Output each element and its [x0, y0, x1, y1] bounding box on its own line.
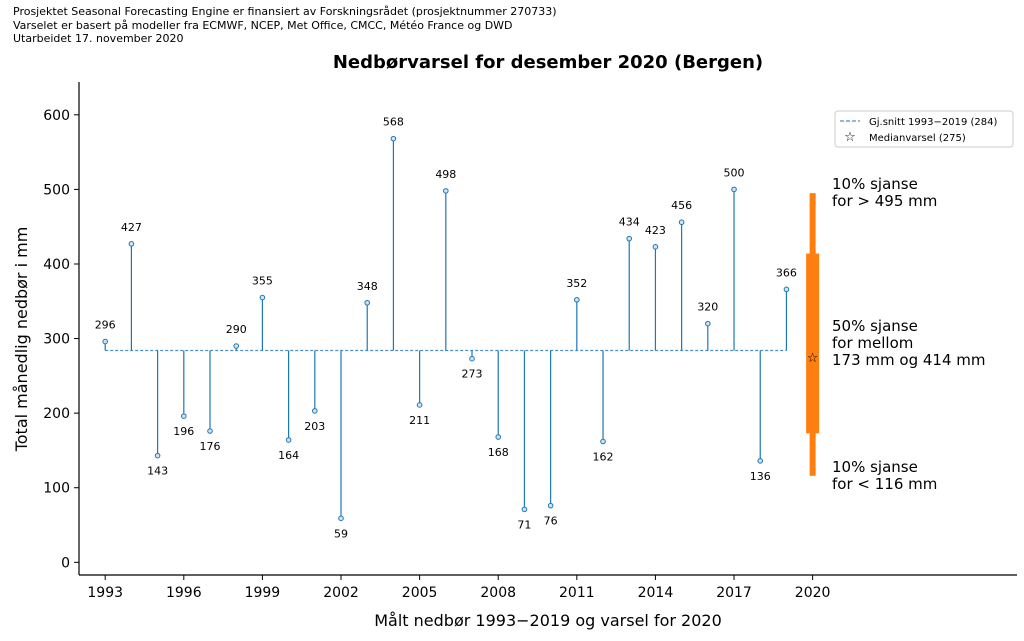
- forecast-annotations: 10% sjanse for > 495 mm 50% sjanse for m…: [832, 175, 985, 493]
- data-label: 296: [95, 319, 116, 332]
- annotation-lower-1: 10% sjanse: [832, 458, 918, 476]
- stem-marker: [338, 515, 344, 522]
- forecast-25-75-bar: [806, 253, 820, 434]
- data-label: 355: [252, 275, 273, 288]
- data-label: 71: [517, 518, 531, 531]
- stem-marker: [547, 502, 554, 509]
- y-axis-label: Total månedlig nedbør i mm: [12, 227, 31, 453]
- y-tick-label: 300: [43, 332, 70, 348]
- stem-marker: [233, 343, 240, 349]
- data-label: 176: [200, 440, 221, 453]
- stem-marker: [285, 437, 292, 443]
- stem-marker: [600, 438, 606, 445]
- annotation-lower-2: for < 116 mm: [832, 475, 937, 493]
- stem-marker: [207, 428, 213, 434]
- x-tick-label: 1996: [166, 585, 202, 601]
- data-label: 427: [121, 221, 142, 234]
- y-tick-label: 100: [43, 481, 70, 497]
- stem-marker: [312, 408, 318, 414]
- header-notes: Prosjektet Seasonal Forecasting Engine e…: [13, 5, 557, 46]
- stem-marker: [705, 320, 711, 327]
- y-tick-label: 500: [43, 182, 70, 198]
- stem-marker: [443, 188, 449, 194]
- legend: Gj.snitt 1993−2019 (284) ☆ Medianvarsel …: [834, 110, 1014, 148]
- median-star-icon: ☆: [807, 351, 819, 366]
- annotation-middle-1: 50% sjanse: [832, 317, 918, 335]
- data-label: 59: [334, 527, 348, 540]
- legend-median-label: Medianvarsel (275): [869, 133, 966, 144]
- data-label: 203: [304, 420, 325, 433]
- x-tick-label: 2002: [323, 585, 359, 601]
- data-label: 143: [147, 465, 168, 478]
- data-label: 434: [619, 216, 640, 229]
- stem-marker: [416, 402, 423, 408]
- x-tick-label: 2020: [795, 585, 831, 601]
- x-tick-label: 2008: [480, 585, 516, 601]
- x-tick-label: 1999: [245, 585, 281, 601]
- data-label: 162: [593, 450, 614, 463]
- stem-marker: [574, 296, 580, 303]
- y-tick-label: 400: [43, 257, 70, 273]
- data-label: 273: [462, 368, 483, 381]
- x-tick-label: 2005: [402, 585, 438, 601]
- legend-star-icon: ☆: [844, 130, 856, 145]
- stem-marker: [731, 186, 737, 193]
- data-label: 366: [776, 266, 797, 279]
- annotation-middle-3: 173 mm og 414 mm: [832, 351, 985, 369]
- stem-marker: [128, 241, 135, 247]
- x-axis-label: Målt nedbør 1993−2019 og varsel for 2020: [374, 611, 722, 630]
- legend-mean-label: Gj.snitt 1993−2019 (284): [869, 117, 997, 128]
- data-label: 500: [724, 166, 745, 179]
- header-line: Utarbeidet 17. november 2020: [13, 32, 184, 45]
- stem-marker: [652, 244, 659, 250]
- stem-marker: [495, 434, 502, 440]
- stem-marker: [783, 286, 790, 293]
- stem-marker: [678, 219, 685, 226]
- stem-marker: [521, 506, 528, 513]
- data-label: 76: [544, 515, 558, 528]
- data-label: 136: [750, 470, 771, 483]
- data-label: 168: [488, 446, 509, 459]
- header-line: Prosjektet Seasonal Forecasting Engine e…: [13, 5, 557, 18]
- x-tick-label: 2011: [559, 585, 595, 601]
- stem-marker: [259, 294, 266, 301]
- data-label: 164: [278, 449, 299, 462]
- stem-marker: [364, 299, 371, 306]
- data-label: 423: [645, 224, 666, 237]
- stem-marker: [154, 452, 161, 459]
- stem-marker: [102, 338, 109, 345]
- stem-marker: [390, 135, 397, 142]
- y-tick-label: 200: [43, 406, 70, 422]
- annotation-upper-1: 10% sjanse: [832, 175, 918, 193]
- header-line: Varselet er basert på modeller fra ECMWF…: [13, 18, 513, 32]
- data-label: 348: [357, 280, 378, 293]
- chart-title: Nedbørvarsel for desember 2020 (Bergen): [333, 52, 763, 73]
- data-label: 196: [173, 425, 194, 438]
- x-tick-label: 2017: [716, 585, 752, 601]
- data-label: 498: [435, 168, 456, 181]
- legend-box: [834, 110, 1014, 148]
- y-tick-label: 0: [61, 555, 70, 571]
- x-tick-label: 1993: [87, 585, 123, 601]
- data-label: 456: [671, 199, 692, 212]
- stem-marker: [181, 413, 187, 419]
- data-label: 290: [226, 323, 247, 336]
- data-label: 320: [697, 301, 718, 314]
- stem-marker: [469, 355, 475, 362]
- data-label: 352: [566, 277, 587, 290]
- x-tick-label: 2014: [638, 585, 674, 601]
- stem-marker: [626, 235, 633, 242]
- annotation-middle-2: for mellom: [832, 334, 913, 352]
- data-label: 568: [383, 116, 404, 129]
- annotation-upper-2: for > 495 mm: [832, 192, 937, 210]
- y-tick-label: 600: [43, 108, 70, 124]
- data-label: 211: [409, 414, 430, 427]
- stem-marker: [757, 458, 764, 464]
